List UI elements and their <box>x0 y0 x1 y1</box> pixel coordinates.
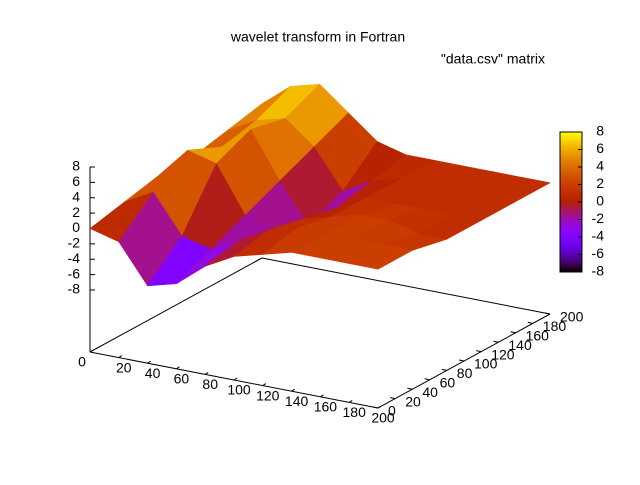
x-tick <box>291 388 295 392</box>
colorbar-tick-label: -4 <box>592 228 605 244</box>
z-tick-label: 6 <box>72 173 80 189</box>
z-tick-label: -4 <box>68 250 81 266</box>
x-tick-label: 200 <box>371 410 395 426</box>
y-tick <box>372 406 379 409</box>
floor-edge <box>89 257 263 353</box>
x-tick-label: 100 <box>227 382 251 398</box>
z-tick-label: -8 <box>68 281 81 297</box>
x-tick <box>176 366 180 370</box>
y-tick <box>390 397 396 400</box>
y-tick <box>476 350 482 353</box>
y-tick-label: 60 <box>440 375 456 391</box>
x-tick-label: 160 <box>314 399 338 415</box>
x-tick <box>204 371 209 375</box>
z-tick-label: -6 <box>68 265 81 281</box>
y-tick-label: 120 <box>491 346 515 362</box>
x-tick-label: 120 <box>256 387 280 403</box>
x-tick-label: 0 <box>78 354 86 370</box>
y-tick-label: 200 <box>560 309 584 325</box>
x-tick <box>348 399 353 403</box>
colorbar-tick-label: 2 <box>596 175 604 191</box>
x-tick <box>262 383 267 387</box>
x-tick-label: 140 <box>285 393 309 409</box>
z-tick-label: 0 <box>72 219 80 235</box>
x-tick <box>118 355 123 359</box>
z-tick-label: 8 <box>72 158 80 174</box>
z-tick-label: 2 <box>72 204 80 220</box>
y-tick <box>510 331 516 334</box>
colorbar-tick-label: 4 <box>596 158 604 174</box>
x-tick <box>89 349 94 353</box>
colorbar-tick-label: 0 <box>596 193 604 209</box>
y-tick <box>527 321 533 324</box>
surface-patch <box>348 244 414 270</box>
colorbar-tick-label: -6 <box>592 245 605 261</box>
chart-title: wavelet transform in Fortran <box>230 29 405 45</box>
x-tick-label: 80 <box>202 376 218 392</box>
x-tick <box>233 377 238 381</box>
x-tick-label: 60 <box>174 371 190 387</box>
x-tick <box>320 394 324 398</box>
x-tick <box>377 405 382 409</box>
y-tick <box>458 359 465 362</box>
x-tick-label: 20 <box>116 359 132 375</box>
y-tick-label: 20 <box>405 393 421 409</box>
y-tick-label: 180 <box>543 318 567 334</box>
floor-edge <box>261 257 551 315</box>
y-tick-label: 100 <box>474 356 498 372</box>
y-tick-label: 80 <box>457 365 473 381</box>
z-tick-label: -2 <box>68 235 81 251</box>
y-tick <box>441 368 447 371</box>
z-tick-label: 4 <box>72 188 80 204</box>
x-tick-label: 180 <box>343 404 367 420</box>
y-tick <box>407 387 413 390</box>
y-tick-label: 0 <box>388 403 396 419</box>
y-tick-label: 40 <box>422 384 438 400</box>
colorbar-tick-label: 8 <box>596 123 604 139</box>
x-tick-label: 40 <box>145 365 161 381</box>
y-tick <box>493 340 499 343</box>
y-tick <box>424 378 430 381</box>
x-tick <box>147 360 151 364</box>
colorbar-tick-label: -2 <box>592 210 605 226</box>
legend-label: "data.csv" matrix <box>441 51 545 67</box>
surface <box>89 83 551 287</box>
colorbar-tick-label: 6 <box>596 140 604 156</box>
y-tick-label: 160 <box>526 328 550 344</box>
y-tick <box>544 312 551 315</box>
colorbar-tick-label: -8 <box>592 263 605 279</box>
y-tick-label: 140 <box>508 337 532 353</box>
